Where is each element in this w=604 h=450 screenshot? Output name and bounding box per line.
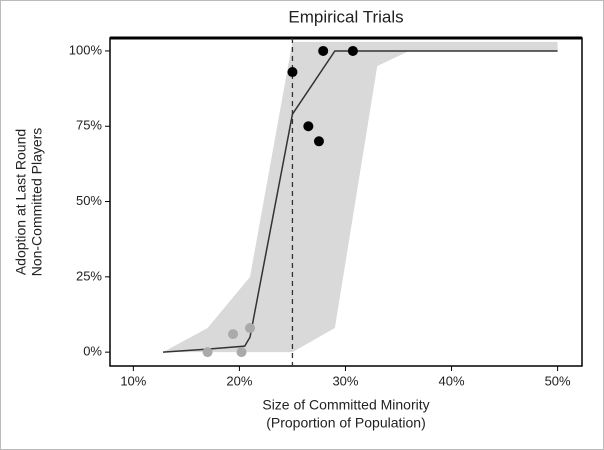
- data-point: [202, 347, 213, 358]
- data-point: [347, 45, 358, 56]
- y-tick-label: 75%: [76, 118, 102, 133]
- y-tick-label: 100%: [69, 42, 103, 57]
- y-tick-label: 0%: [83, 344, 102, 359]
- data-point: [303, 121, 314, 132]
- data-point: [318, 45, 329, 56]
- x-tick-label: 30%: [332, 373, 358, 388]
- data-point: [313, 136, 324, 147]
- x-axis-label: (Proportion of Population): [266, 415, 426, 431]
- data-point: [245, 323, 256, 334]
- x-tick-label: 50%: [545, 373, 571, 388]
- x-axis-label: Size of Committed Minority: [262, 397, 429, 413]
- x-tick-label: 40%: [439, 373, 465, 388]
- y-tick-label: 50%: [76, 193, 102, 208]
- y-axis-label-group: Adoption at Last Round Non-Committed Pla…: [13, 128, 45, 277]
- y-axis-label: Non-Committed Players: [29, 128, 45, 277]
- y-tick-label: 25%: [76, 268, 102, 283]
- data-point: [236, 347, 247, 358]
- x-tick-label: 20%: [226, 373, 252, 388]
- data-point: [287, 67, 298, 78]
- data-point: [228, 329, 239, 340]
- x-tick-label: 10%: [120, 373, 146, 388]
- chart-title: Empirical Trials: [288, 7, 403, 26]
- y-axis-label: Adoption at Last Round: [13, 129, 29, 275]
